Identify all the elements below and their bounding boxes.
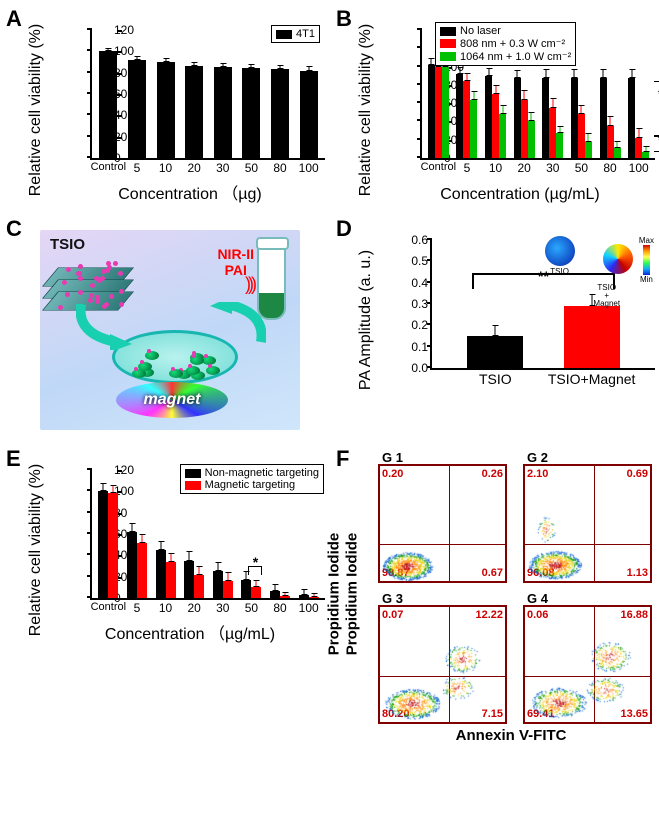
bar — [157, 62, 175, 158]
panel-e: E Relative cell viability (%) Concentrat… — [10, 450, 330, 724]
bar — [499, 114, 506, 158]
bar — [241, 580, 251, 598]
panel-a-xlabel: Concentration （µg) — [118, 180, 262, 204]
bar — [271, 69, 289, 158]
colorbar-min: Min — [640, 275, 653, 284]
bar — [492, 94, 499, 158]
panel-e-label: E — [6, 446, 21, 472]
bar — [214, 67, 232, 158]
bar — [127, 532, 137, 598]
bar — [270, 591, 280, 598]
bar — [607, 126, 614, 158]
panel-e-xlabel: Concentration （µg/mL) — [105, 620, 275, 644]
panel-c: C TSIO NIR-II PAI ))) magnet — [10, 220, 330, 430]
tsio-pa-thumb-icon — [545, 236, 575, 266]
panel-b-label: B — [336, 6, 352, 32]
panel-d-thumbs: TSIO TSIO + Magnet Max Min — [545, 236, 654, 324]
flow-plot: G 22.100.6996.081.13 — [523, 464, 652, 583]
panel-a: A Relative cell viability (%) Concentrat… — [10, 10, 330, 200]
flow-plot: G 40.0616.8869.4113.65 — [523, 605, 652, 724]
bar — [635, 138, 642, 158]
thumb1-label: TSIO + Magnet — [581, 284, 633, 308]
panel-c-illustration: TSIO NIR-II PAI ))) magnet — [40, 230, 300, 430]
panel-a-label: A — [6, 6, 22, 32]
flow-plot: G 30.0712.2280.207.15 — [378, 605, 507, 724]
bar — [514, 78, 521, 158]
bar — [528, 121, 535, 158]
panel-f: F Propidium Iodide G 10.200.2698.870.67G… — [340, 450, 659, 724]
colorbar-max: Max — [639, 236, 654, 245]
panel-b-ylabel: Relative cell viability (%) — [357, 24, 375, 197]
bar — [442, 67, 449, 158]
panel-b: B Relative cell viability (%) Concentrat… — [340, 10, 659, 200]
bar — [628, 78, 635, 158]
panel-a-chart: Relative cell viability (%) Concentratio… — [50, 20, 330, 200]
bar — [549, 108, 556, 158]
panel-e-chart: Relative cell viability (%) Concentratio… — [50, 460, 330, 640]
panel-e-ylabel: Relative cell viability (%) — [27, 464, 45, 637]
bar — [571, 78, 578, 158]
colorbar-icon — [643, 245, 650, 275]
bar — [166, 562, 176, 598]
bar — [98, 491, 108, 598]
bar — [242, 68, 260, 158]
bar — [578, 114, 585, 158]
thumb0-label: TSIO — [545, 268, 575, 276]
bar — [223, 581, 233, 598]
flow-plot-grid: G 10.200.2698.870.67G 22.100.6996.081.13… — [378, 464, 659, 724]
bar — [156, 550, 166, 598]
bar — [470, 100, 477, 159]
magnet-icon: magnet — [116, 382, 228, 418]
bar — [521, 100, 528, 159]
bar — [185, 66, 203, 158]
bar — [213, 571, 223, 598]
arrow-right-icon — [206, 302, 266, 348]
bar — [108, 493, 118, 598]
magnet-text: magnet — [144, 391, 201, 409]
panel-c-label: C — [6, 216, 22, 242]
bar — [251, 587, 261, 598]
bar — [99, 51, 117, 158]
bar — [456, 74, 463, 158]
bar — [194, 575, 204, 598]
panel-d-ylabel: PA Amplitude (a. u.) — [357, 250, 375, 390]
flow-plot: G 10.200.2698.870.67 — [378, 464, 507, 583]
bar — [137, 543, 147, 598]
bar — [614, 148, 621, 158]
panel-e-legend: Non-magnetic targetingMagnetic targeting — [180, 464, 324, 494]
bar — [300, 71, 318, 158]
panel-b-chart: Relative cell viability (%) Concentratio… — [380, 20, 659, 200]
panel-f-ylabel: Propidium Iodide — [326, 533, 343, 656]
panel-a-legend: 4T1 — [271, 25, 320, 43]
bar — [542, 78, 549, 158]
bar — [184, 561, 194, 598]
bar — [585, 142, 592, 158]
tsio-magnet-pa-thumb-icon — [603, 244, 633, 274]
bar — [556, 133, 563, 158]
figure-grid: A Relative cell viability (%) Concentrat… — [10, 10, 649, 724]
arrow-left-icon — [76, 304, 136, 350]
panel-b-xlabel: Concentration (µg/mL) — [440, 186, 600, 204]
bar — [428, 65, 435, 158]
panel-d-chart: PA Amplitude (a. u.) 0.00.10.20.30.40.50… — [380, 230, 659, 410]
bar — [600, 78, 607, 158]
panel-a-ylabel: Relative cell viability (%) — [27, 24, 45, 197]
pai-waves-icon: ))) — [245, 274, 254, 295]
panel-d-label: D — [336, 216, 352, 242]
panel-b-legend: No laser808 nm + 0.3 W cm⁻²1064 nm + 1.0… — [435, 22, 576, 66]
bar — [435, 67, 442, 158]
panel-d: D PA Amplitude (a. u.) 0.00.10.20.30.40.… — [340, 220, 659, 430]
bar — [485, 76, 492, 158]
bar — [128, 60, 146, 158]
panel-c-tsio-text: TSIO — [50, 236, 85, 253]
bar — [463, 81, 470, 158]
